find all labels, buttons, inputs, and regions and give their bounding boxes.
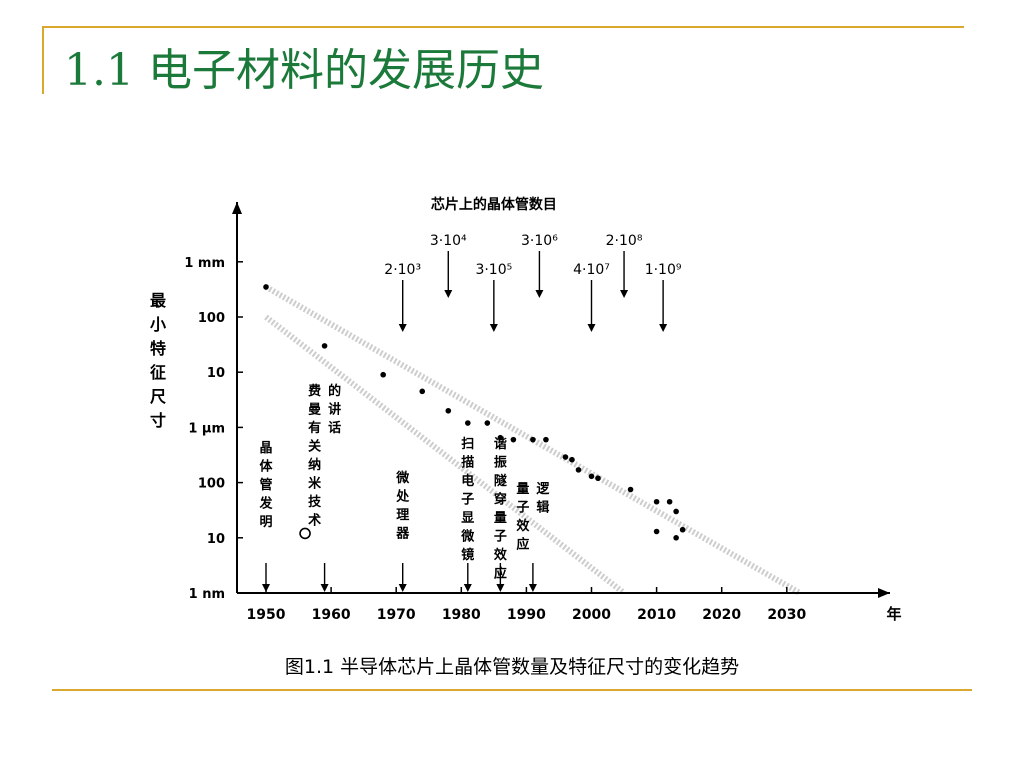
event-label: 的讲话 — [328, 383, 341, 436]
y-tick-label: 1 mm — [184, 256, 225, 271]
x-tick-label: 1990 — [507, 607, 546, 623]
transistor-count-arrowhead — [444, 290, 453, 298]
event-label: 费曼有关纳米技术 — [307, 383, 322, 529]
transistor-count-label: 1·10⁹ — [645, 262, 682, 278]
data-point — [653, 498, 660, 505]
trend-layer — [264, 284, 802, 596]
data-points — [263, 284, 686, 541]
top-rule — [42, 26, 964, 28]
x-tick-label: 1980 — [442, 607, 481, 623]
transistor-count-label: 3·10⁶ — [521, 233, 558, 249]
y-axis-label: 最小特征尺寸 — [150, 291, 167, 430]
axes — [232, 202, 890, 598]
data-point — [263, 284, 269, 290]
transistor-count-label: 2·10³ — [384, 262, 421, 278]
data-point — [484, 420, 491, 426]
event-label: 扫描电子显微镜 — [460, 436, 475, 563]
x-tick-label: 1950 — [247, 607, 286, 623]
transistor-count-arrowhead — [535, 290, 544, 298]
data-point — [497, 434, 504, 441]
data-point — [530, 436, 536, 443]
bottom-rule — [52, 689, 972, 691]
x-tick-label: 1960 — [312, 607, 351, 623]
data-point — [679, 526, 686, 533]
y-tick-label: 10 — [207, 366, 225, 381]
slide-title: 1.1 电子材料的发展历史 — [64, 45, 544, 96]
event-arrowhead — [463, 584, 472, 592]
data-point — [569, 456, 575, 463]
data-point — [562, 454, 569, 460]
event-label: 微处理器 — [395, 470, 410, 542]
transistor-count-label: 2·10⁸ — [606, 233, 643, 249]
data-point — [465, 420, 471, 426]
event-arrowhead — [262, 584, 270, 592]
y-tick-label: 100 — [198, 477, 225, 492]
transistor-count-title: 芯片上的晶体管数目 — [431, 196, 557, 213]
data-point — [673, 535, 679, 541]
figure-caption: 图1.1 半导体芯片上晶体管数量及特征尺寸的变化趋势 — [284, 656, 740, 678]
data-point — [595, 475, 601, 482]
y-tick-label: 1 nm — [189, 587, 225, 602]
trend-line-1 — [264, 284, 802, 596]
transistor-count-label: 4·10⁷ — [573, 262, 610, 278]
x-tick-label: 2030 — [767, 607, 806, 623]
event-label: 谐振隧穿量子效应 — [494, 436, 508, 582]
y-tick-label: 1 μm — [188, 421, 225, 436]
data-point — [575, 467, 582, 473]
data-point — [653, 528, 660, 535]
event-label: 量子效应 — [516, 482, 530, 553]
data-point — [321, 343, 328, 349]
y-tick-label: 10 — [207, 532, 225, 547]
data-point — [419, 388, 426, 395]
data-point — [673, 508, 679, 515]
y-axis-arrow — [232, 202, 242, 214]
x-axis-arrow — [878, 588, 890, 598]
event-label: 逻辑 — [536, 481, 550, 516]
transistor-markers: 芯片上的晶体管数目 2·10³ 3·10⁴ 3·10⁵ 3·10⁶ 4·10⁷ 2·10⁸1… — [384, 196, 682, 332]
transistor-count-arrowhead — [489, 324, 498, 332]
data-point-open — [299, 527, 311, 540]
transistor-count-label: 3·10⁵ — [475, 262, 512, 278]
feature-size-chart: 1950 1960 1970 1980 1990 2000 2010 2020 2030 年 1 m… — [150, 196, 902, 623]
event-arrowhead — [528, 584, 537, 592]
data-point — [588, 473, 595, 480]
event-arrowhead — [398, 584, 407, 592]
data-point — [627, 486, 634, 493]
event-arrowhead — [496, 584, 505, 592]
trend-line-2 — [264, 314, 626, 596]
event-label: 晶体管发明 — [258, 441, 273, 530]
data-point — [445, 407, 452, 414]
x-axis-label: 年 — [886, 605, 901, 623]
data-point — [380, 371, 386, 378]
data-point — [510, 436, 517, 443]
event-arrowhead — [320, 584, 329, 592]
x-tick-label: 1970 — [377, 607, 416, 623]
left-rule — [42, 26, 44, 94]
x-tick-label: 2000 — [572, 607, 611, 623]
data-point — [666, 498, 673, 505]
x-tick-label: 2010 — [637, 607, 676, 623]
y-tick-label: 100 — [198, 311, 225, 326]
tick-labels: 1950 1960 1970 1980 1990 2000 2010 2020 2030 年 1 m… — [150, 256, 902, 623]
transistor-count-label: 3·10⁴ — [430, 233, 467, 249]
data-point — [543, 436, 549, 443]
transistor-count-arrowhead — [587, 324, 596, 332]
x-tick-label: 2020 — [702, 607, 741, 623]
transistor-count-arrowhead — [620, 290, 629, 298]
transistor-count-arrowhead — [659, 324, 668, 332]
transistor-count-arrowhead — [398, 324, 407, 332]
